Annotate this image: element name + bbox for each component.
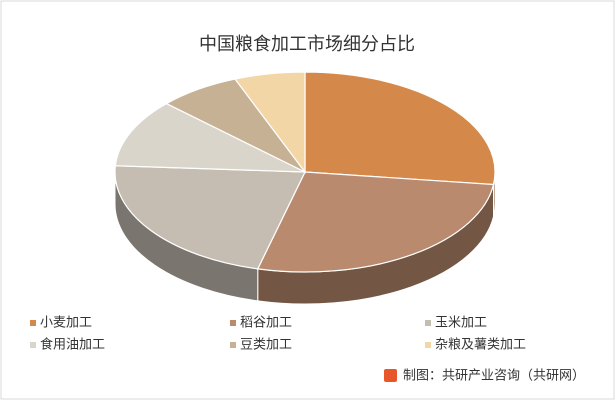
source-logo (384, 369, 397, 382)
legend-label: 豆类加工 (240, 336, 292, 351)
legend-label: 稻谷加工 (240, 314, 292, 329)
slice (234, 71, 306, 174)
legend-swatch (30, 320, 36, 326)
legend-label: 玉米加工 (435, 314, 487, 329)
slice (114, 165, 306, 270)
legend-label: 杂粮及薯类加工 (435, 336, 526, 351)
legend-swatch (425, 342, 431, 348)
slice (114, 102, 306, 173)
legend-label: 小麦加工 (40, 314, 92, 329)
slice (256, 171, 495, 273)
source: 制图：共研产业咨询（共研网） (403, 367, 585, 382)
chart-title: 中国粮食加工市场细分占比 (199, 34, 415, 54)
legend-label: 食用油加工 (40, 336, 105, 351)
legend-swatch (230, 342, 236, 348)
legend-swatch (425, 320, 431, 326)
slice (304, 71, 496, 186)
legend-swatch (30, 342, 36, 348)
legend-swatch (230, 320, 236, 326)
